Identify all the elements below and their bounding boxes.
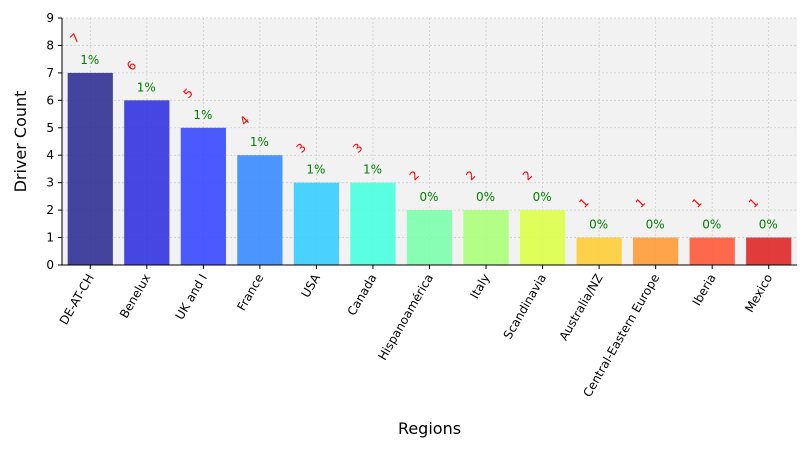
percent-label: 1% xyxy=(137,80,156,94)
bar xyxy=(180,127,226,266)
x-tick-label: Mexico xyxy=(742,272,775,315)
y-tick-label: 3 xyxy=(46,176,54,190)
bar xyxy=(237,155,283,265)
y-tick-label: 4 xyxy=(46,148,54,162)
percent-label: 1% xyxy=(306,163,325,177)
percent-label: 0% xyxy=(702,218,721,232)
bar xyxy=(519,210,566,265)
percent-label: 1% xyxy=(80,53,99,67)
bar xyxy=(463,210,509,265)
x-tick-label: Canada xyxy=(345,272,380,319)
x-tick-label: UK and I xyxy=(173,272,210,323)
x-tick-label: Benelux xyxy=(117,272,153,321)
y-tick-label: 6 xyxy=(46,93,54,107)
bar xyxy=(293,182,340,265)
y-tick-label: 1 xyxy=(46,231,54,245)
bar xyxy=(406,210,453,265)
percent-label: 0% xyxy=(646,218,665,232)
y-tick-label: 7 xyxy=(46,66,54,80)
bar xyxy=(746,237,792,265)
percent-label: 1% xyxy=(193,108,212,122)
bar xyxy=(67,72,113,265)
x-tick-label: Italy xyxy=(467,272,492,302)
percent-label: 0% xyxy=(476,190,495,204)
percent-label: 0% xyxy=(589,218,608,232)
x-tick-label: France xyxy=(234,272,266,314)
bar xyxy=(124,100,170,265)
percent-label: 0% xyxy=(759,218,778,232)
x-tick-label: Scandinavia xyxy=(501,272,550,342)
bars xyxy=(67,72,792,266)
y-tick-label: 5 xyxy=(46,121,54,135)
x-tick-label: USA xyxy=(298,271,323,300)
bar xyxy=(689,237,735,265)
bar xyxy=(633,237,679,265)
bar xyxy=(350,182,396,265)
y-tick-label: 9 xyxy=(46,11,54,25)
percent-label: 0% xyxy=(420,190,439,204)
percent-label: 0% xyxy=(533,190,552,204)
y-tick-label: 2 xyxy=(46,203,54,217)
percent-label: 1% xyxy=(363,163,382,177)
x-tick-label: Iberia xyxy=(690,272,719,309)
x-axis-title: Regions xyxy=(398,419,461,438)
x-tick-label: Hispanoamérica xyxy=(375,272,436,363)
x-tick-label: DE-AT-CH xyxy=(57,272,97,328)
bar xyxy=(576,237,622,265)
axes xyxy=(58,17,797,269)
x-tick-label: Australia/NZ xyxy=(556,272,605,343)
y-tick-label: 8 xyxy=(46,38,54,52)
y-tick-label: 0 xyxy=(46,258,54,272)
y-axis-title: Driver Count xyxy=(11,91,30,193)
percent-label: 1% xyxy=(250,135,269,149)
